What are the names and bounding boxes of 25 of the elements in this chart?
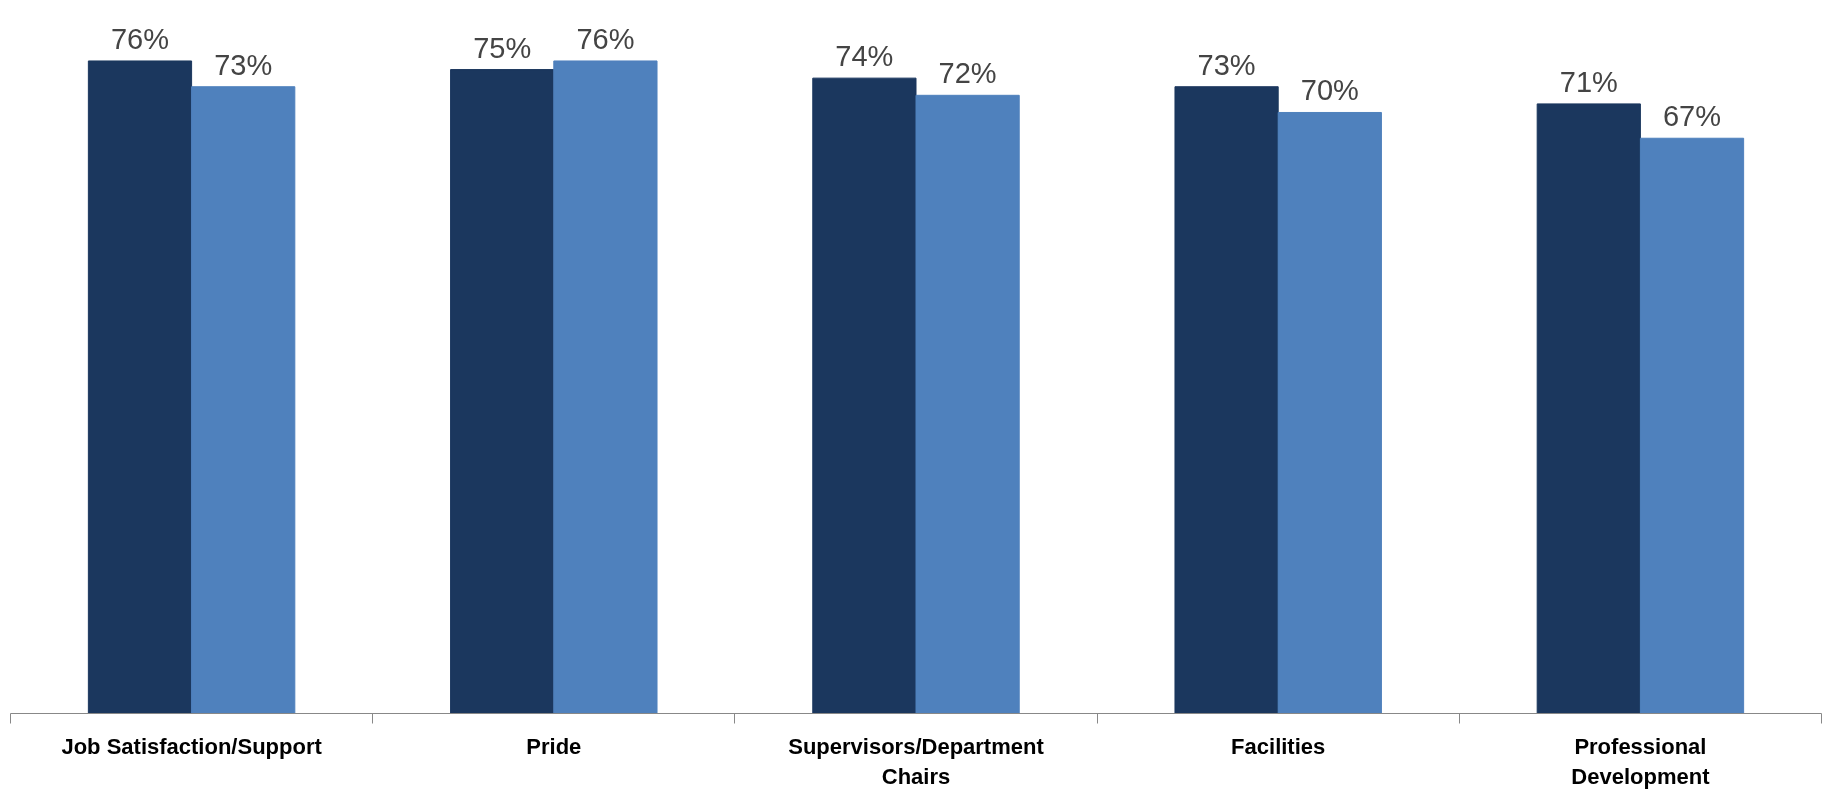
x-tick-label: Supervisors/Department Chairs	[788, 733, 1045, 789]
data-label: 76%	[110, 22, 170, 55]
data-label: 74%	[835, 40, 894, 73]
data-label: 75%	[473, 31, 532, 64]
bar	[1639, 137, 1745, 714]
bar	[87, 60, 193, 714]
data-label: 72%	[938, 57, 997, 90]
data-label: 73%	[214, 48, 273, 81]
bar	[915, 94, 1020, 714]
bar	[450, 69, 555, 714]
x-tick-label: Job Satisfaction/Support	[61, 733, 323, 759]
x-tick-label: Professional Development	[1571, 733, 1711, 789]
data-label: 70%	[1300, 74, 1359, 107]
data-label: 76%	[576, 22, 635, 55]
bar	[812, 77, 917, 714]
bar	[1536, 103, 1641, 714]
data-label: 71%	[1559, 65, 1618, 98]
data-label: 67%	[1662, 100, 1722, 133]
bar	[1277, 111, 1382, 714]
data-label: 73%	[1197, 48, 1256, 81]
bar	[1174, 86, 1279, 714]
x-tick-label: Facilities	[1231, 733, 1326, 759]
x-tick-label: Pride	[526, 733, 582, 759]
bar	[553, 60, 658, 714]
bar	[191, 86, 296, 714]
